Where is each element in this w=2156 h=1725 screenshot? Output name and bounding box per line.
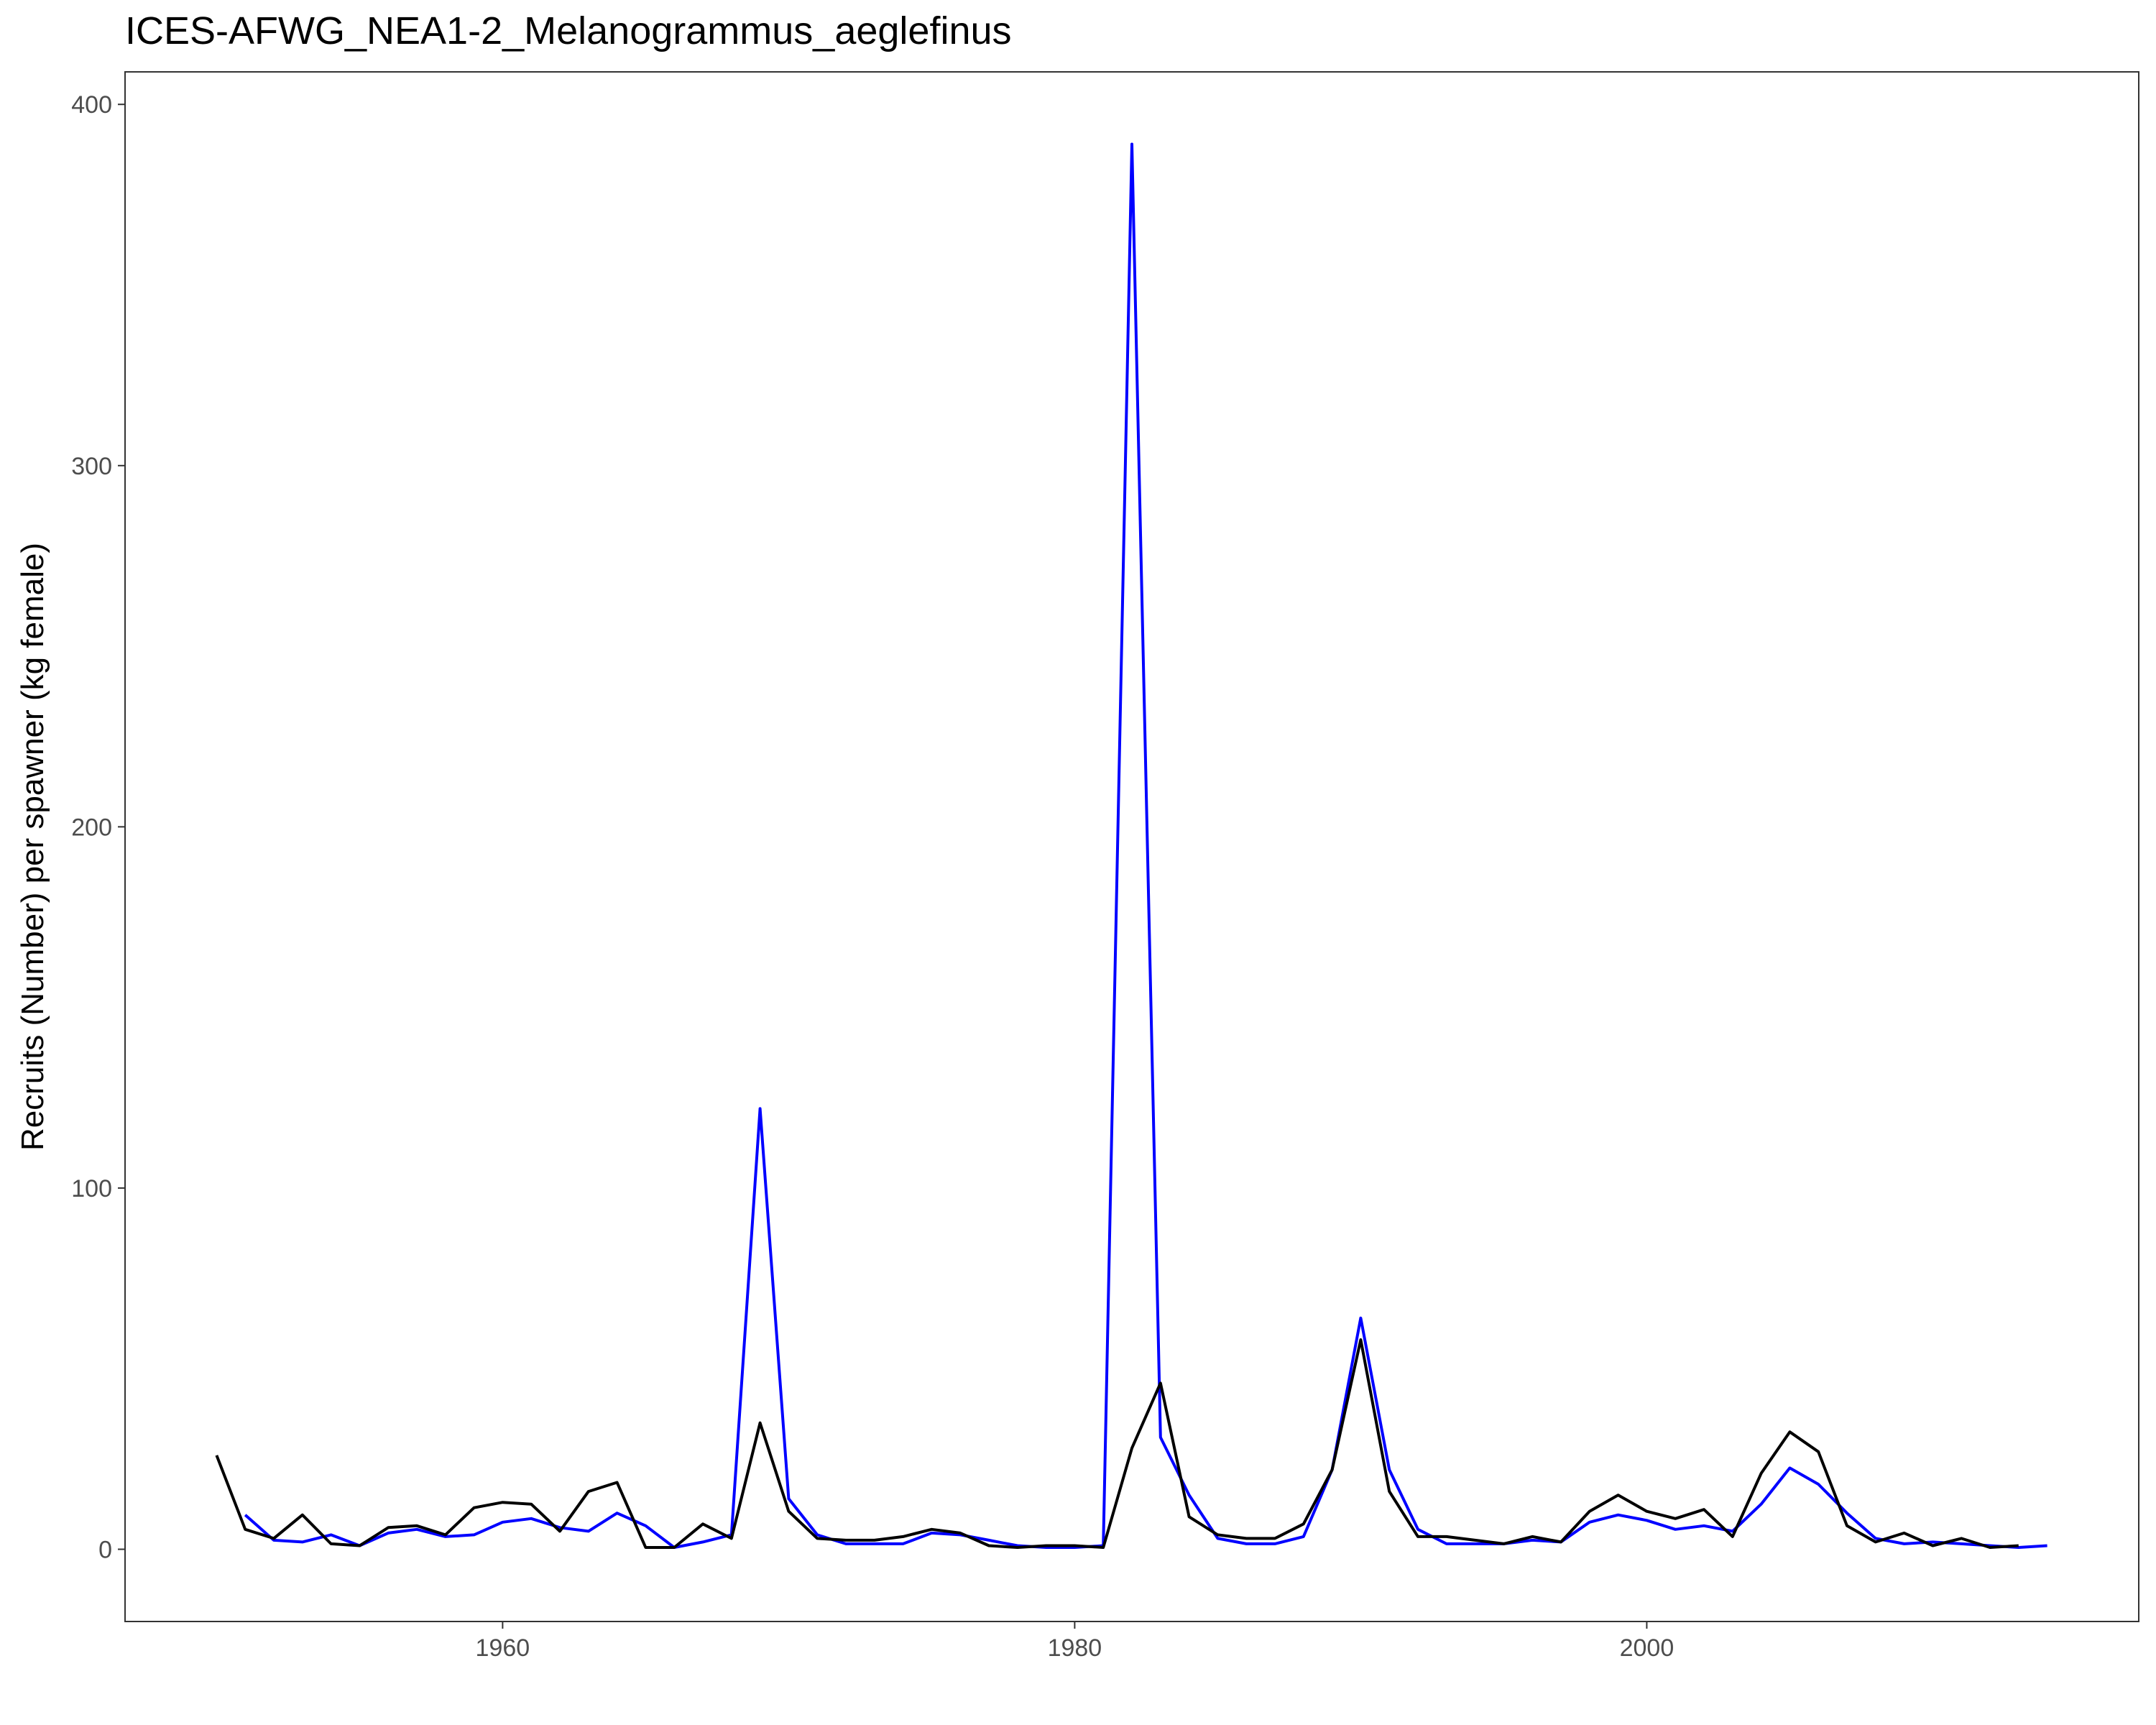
y-tick-label: 100 (71, 1175, 112, 1202)
y-axis: 0 100 200 300 400 (71, 91, 125, 1563)
chart-title: ICES-AFWG_NEA1-2_Melanogrammus_aeglefinu… (125, 9, 1012, 52)
y-tick-label: 400 (71, 91, 112, 119)
series-line-1 (244, 142, 2047, 1549)
series-layer (215, 142, 2047, 1549)
x-axis: 1960 1980 2000 (476, 1622, 1674, 1662)
x-tick-label: 2000 (1620, 1634, 1674, 1662)
y-tick-label: 300 (71, 453, 112, 480)
y-axis-title: Recruits (Number) per spawner (kg female… (15, 543, 50, 1151)
x-tick-label: 1960 (476, 1634, 530, 1662)
y-tick-label: 0 (98, 1536, 112, 1563)
y-tick-label: 200 (71, 814, 112, 841)
series-line-2 (215, 1338, 2019, 1549)
x-tick-label: 1980 (1048, 1634, 1102, 1662)
plot-panel (124, 71, 2139, 1622)
